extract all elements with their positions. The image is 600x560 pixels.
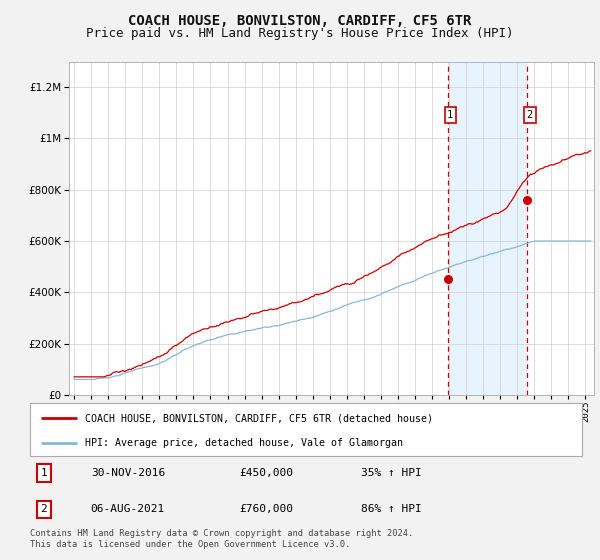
Text: HPI: Average price, detached house, Vale of Glamorgan: HPI: Average price, detached house, Vale… <box>85 438 403 448</box>
Text: 1: 1 <box>447 110 454 120</box>
Text: 2: 2 <box>527 110 533 120</box>
Text: £760,000: £760,000 <box>240 505 294 515</box>
Text: COACH HOUSE, BONVILSTON, CARDIFF, CF5 6TR (detached house): COACH HOUSE, BONVILSTON, CARDIFF, CF5 6T… <box>85 413 433 423</box>
Text: Contains HM Land Registry data © Crown copyright and database right 2024.
This d: Contains HM Land Registry data © Crown c… <box>30 529 413 549</box>
Text: Price paid vs. HM Land Registry's House Price Index (HPI): Price paid vs. HM Land Registry's House … <box>86 27 514 40</box>
Text: 1: 1 <box>40 468 47 478</box>
Text: 30-NOV-2016: 30-NOV-2016 <box>91 468 165 478</box>
Text: 06-AUG-2021: 06-AUG-2021 <box>91 505 165 515</box>
Bar <box>448 62 527 395</box>
Text: 35% ↑ HPI: 35% ↑ HPI <box>361 468 422 478</box>
Text: 86% ↑ HPI: 86% ↑ HPI <box>361 505 422 515</box>
Text: 2: 2 <box>40 505 47 515</box>
Text: COACH HOUSE, BONVILSTON, CARDIFF, CF5 6TR: COACH HOUSE, BONVILSTON, CARDIFF, CF5 6T… <box>128 14 472 28</box>
Text: £450,000: £450,000 <box>240 468 294 478</box>
